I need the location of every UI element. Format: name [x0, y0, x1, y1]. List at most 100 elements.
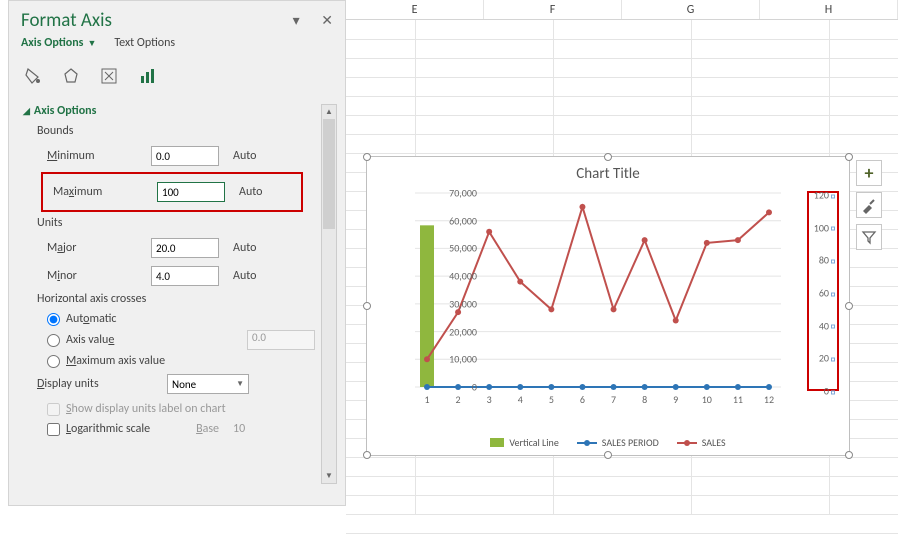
show-display-units-label: Show display units label on chart	[66, 402, 226, 416]
resize-handle[interactable]	[363, 302, 371, 310]
resize-handle[interactable]	[604, 153, 612, 161]
crosses-max-label: Maximum axis value	[66, 354, 315, 368]
y-axis-label: 10,000	[449, 353, 477, 366]
legend-sales[interactable]: SALES	[677, 436, 726, 449]
format-axis-pane: Format Axis ▾ ✕ Axis Options ▼ Text Opti…	[8, 0, 346, 506]
crosses-label: Horizontal axis crosses	[37, 292, 315, 306]
y-axis-label: 0	[472, 381, 477, 394]
axis-options-icon[interactable]	[135, 64, 159, 88]
base-label: Base	[196, 422, 219, 436]
tab-text-options[interactable]: Text Options	[114, 36, 175, 50]
x-axis-label: 9	[673, 393, 678, 406]
resize-handle[interactable]	[845, 153, 853, 161]
x-axis-label: 4	[518, 393, 523, 406]
chart-styles-button[interactable]	[856, 192, 882, 218]
col-g[interactable]: G	[622, 0, 760, 19]
major-label: Major	[47, 241, 151, 255]
maximum-label: Maximum	[53, 185, 157, 199]
y-axis-label: 70,000	[449, 187, 477, 200]
display-units-label: Display units	[37, 377, 167, 391]
x-axis-label: 5	[549, 393, 554, 406]
x-axis-label: 11	[733, 393, 743, 406]
x-axis-label: 7	[611, 393, 616, 406]
minimum-input[interactable]	[151, 146, 219, 166]
chart-elements-button[interactable]: +	[856, 160, 882, 186]
col-f[interactable]: F	[484, 0, 622, 19]
scroll-thumb[interactable]	[323, 119, 335, 229]
resize-handle[interactable]	[845, 451, 853, 459]
chart-filters-button[interactable]	[856, 224, 882, 250]
x-axis-label: 3	[487, 393, 492, 406]
crosses-axisvalue-radio[interactable]	[47, 334, 60, 347]
crosses-automatic-label: Automatic	[66, 312, 315, 326]
effects-icon[interactable]	[59, 64, 83, 88]
pane-scrollbar[interactable]: ▲ ▼	[321, 104, 337, 484]
resize-handle[interactable]	[845, 302, 853, 310]
base-value: 10	[233, 422, 273, 436]
x-axis-label: 1	[424, 393, 429, 406]
secondary-axis-highlight: 020406080100120	[807, 191, 839, 391]
y2-axis-label: 80	[819, 254, 835, 267]
chart-object[interactable]: Chart Title 0 10,000 20,000 30,000 40,000 50,…	[366, 156, 850, 456]
legend-sales-period[interactable]: SALES PERIOD	[577, 436, 659, 449]
scroll-down-icon[interactable]: ▼	[322, 469, 336, 483]
legend-swatch	[677, 442, 697, 444]
y2-axis-label: 120	[814, 189, 835, 202]
crosses-automatic-radio[interactable]	[47, 313, 60, 326]
resize-handle[interactable]	[363, 153, 371, 161]
legend-vertical-line[interactable]: Vertical Line	[490, 436, 558, 449]
minor-input[interactable]	[151, 266, 219, 286]
legend-swatch	[490, 438, 504, 447]
row-headers-sliver	[0, 0, 8, 514]
collapse-icon: ◢	[23, 106, 30, 117]
major-input[interactable]	[151, 238, 219, 258]
column-headers: E F G H	[346, 0, 898, 20]
chevron-down-icon: ▼	[87, 38, 96, 49]
display-units-select[interactable]: None▼	[167, 374, 249, 394]
minimum-label: Minimum	[47, 149, 151, 163]
chart-legend[interactable]: Vertical Line SALES PERIOD SALES	[367, 436, 849, 449]
y2-axis-label: 40	[819, 319, 835, 332]
col-e[interactable]: E	[346, 0, 484, 19]
y-axis-label: 20,000	[449, 325, 477, 338]
pane-title: Format Axis	[21, 9, 112, 32]
x-axis-label: 12	[764, 393, 774, 406]
minimum-auto[interactable]: Auto	[233, 149, 256, 163]
tab-axis-options[interactable]: Axis Options ▼	[21, 36, 96, 50]
resize-handle[interactable]	[363, 451, 371, 459]
x-axis-label: 6	[580, 393, 585, 406]
y-axis-label: 30,000	[449, 297, 477, 310]
crosses-max-radio[interactable]	[47, 355, 60, 368]
y-axis-label: 50,000	[449, 242, 477, 255]
y-axis-label: 60,000	[449, 214, 477, 227]
x-axis-label: 2	[456, 393, 461, 406]
chart-title[interactable]: Chart Title	[367, 157, 849, 187]
section-axis-options[interactable]: ◢Axis Options	[23, 104, 315, 118]
crosses-axisvalue-label: Axis value	[66, 333, 241, 347]
scroll-up-icon[interactable]: ▲	[322, 105, 336, 119]
minor-auto[interactable]: Auto	[233, 269, 256, 283]
fill-icon[interactable]	[21, 64, 45, 88]
maximum-input[interactable]	[157, 182, 225, 202]
pane-menu-icon[interactable]: ▾	[293, 12, 300, 29]
close-icon[interactable]: ✕	[321, 12, 333, 29]
col-h[interactable]: H	[760, 0, 898, 19]
crosses-axisvalue-input: 0.0	[247, 330, 315, 350]
y2-axis-label: 20	[819, 352, 835, 365]
maximum-auto[interactable]: Auto	[239, 185, 262, 199]
legend-swatch	[577, 442, 597, 444]
x-axis-label: 10	[702, 393, 712, 406]
minor-label: Minor	[47, 269, 151, 283]
resize-handle[interactable]	[604, 451, 612, 459]
y2-axis-label: 60	[819, 287, 835, 300]
x-axis-label: 8	[642, 393, 647, 406]
chevron-down-icon: ▼	[236, 379, 244, 389]
size-icon[interactable]	[97, 64, 121, 88]
major-auto[interactable]: Auto	[233, 241, 256, 255]
y2-axis-label: 100	[814, 221, 835, 234]
y-axis-label: 40,000	[449, 270, 477, 283]
logarithmic-checkbox[interactable]	[47, 423, 60, 436]
show-display-units-checkbox	[47, 403, 60, 416]
chart-side-tools: +	[856, 160, 882, 250]
logarithmic-label: Logarithmic scale	[66, 422, 150, 436]
